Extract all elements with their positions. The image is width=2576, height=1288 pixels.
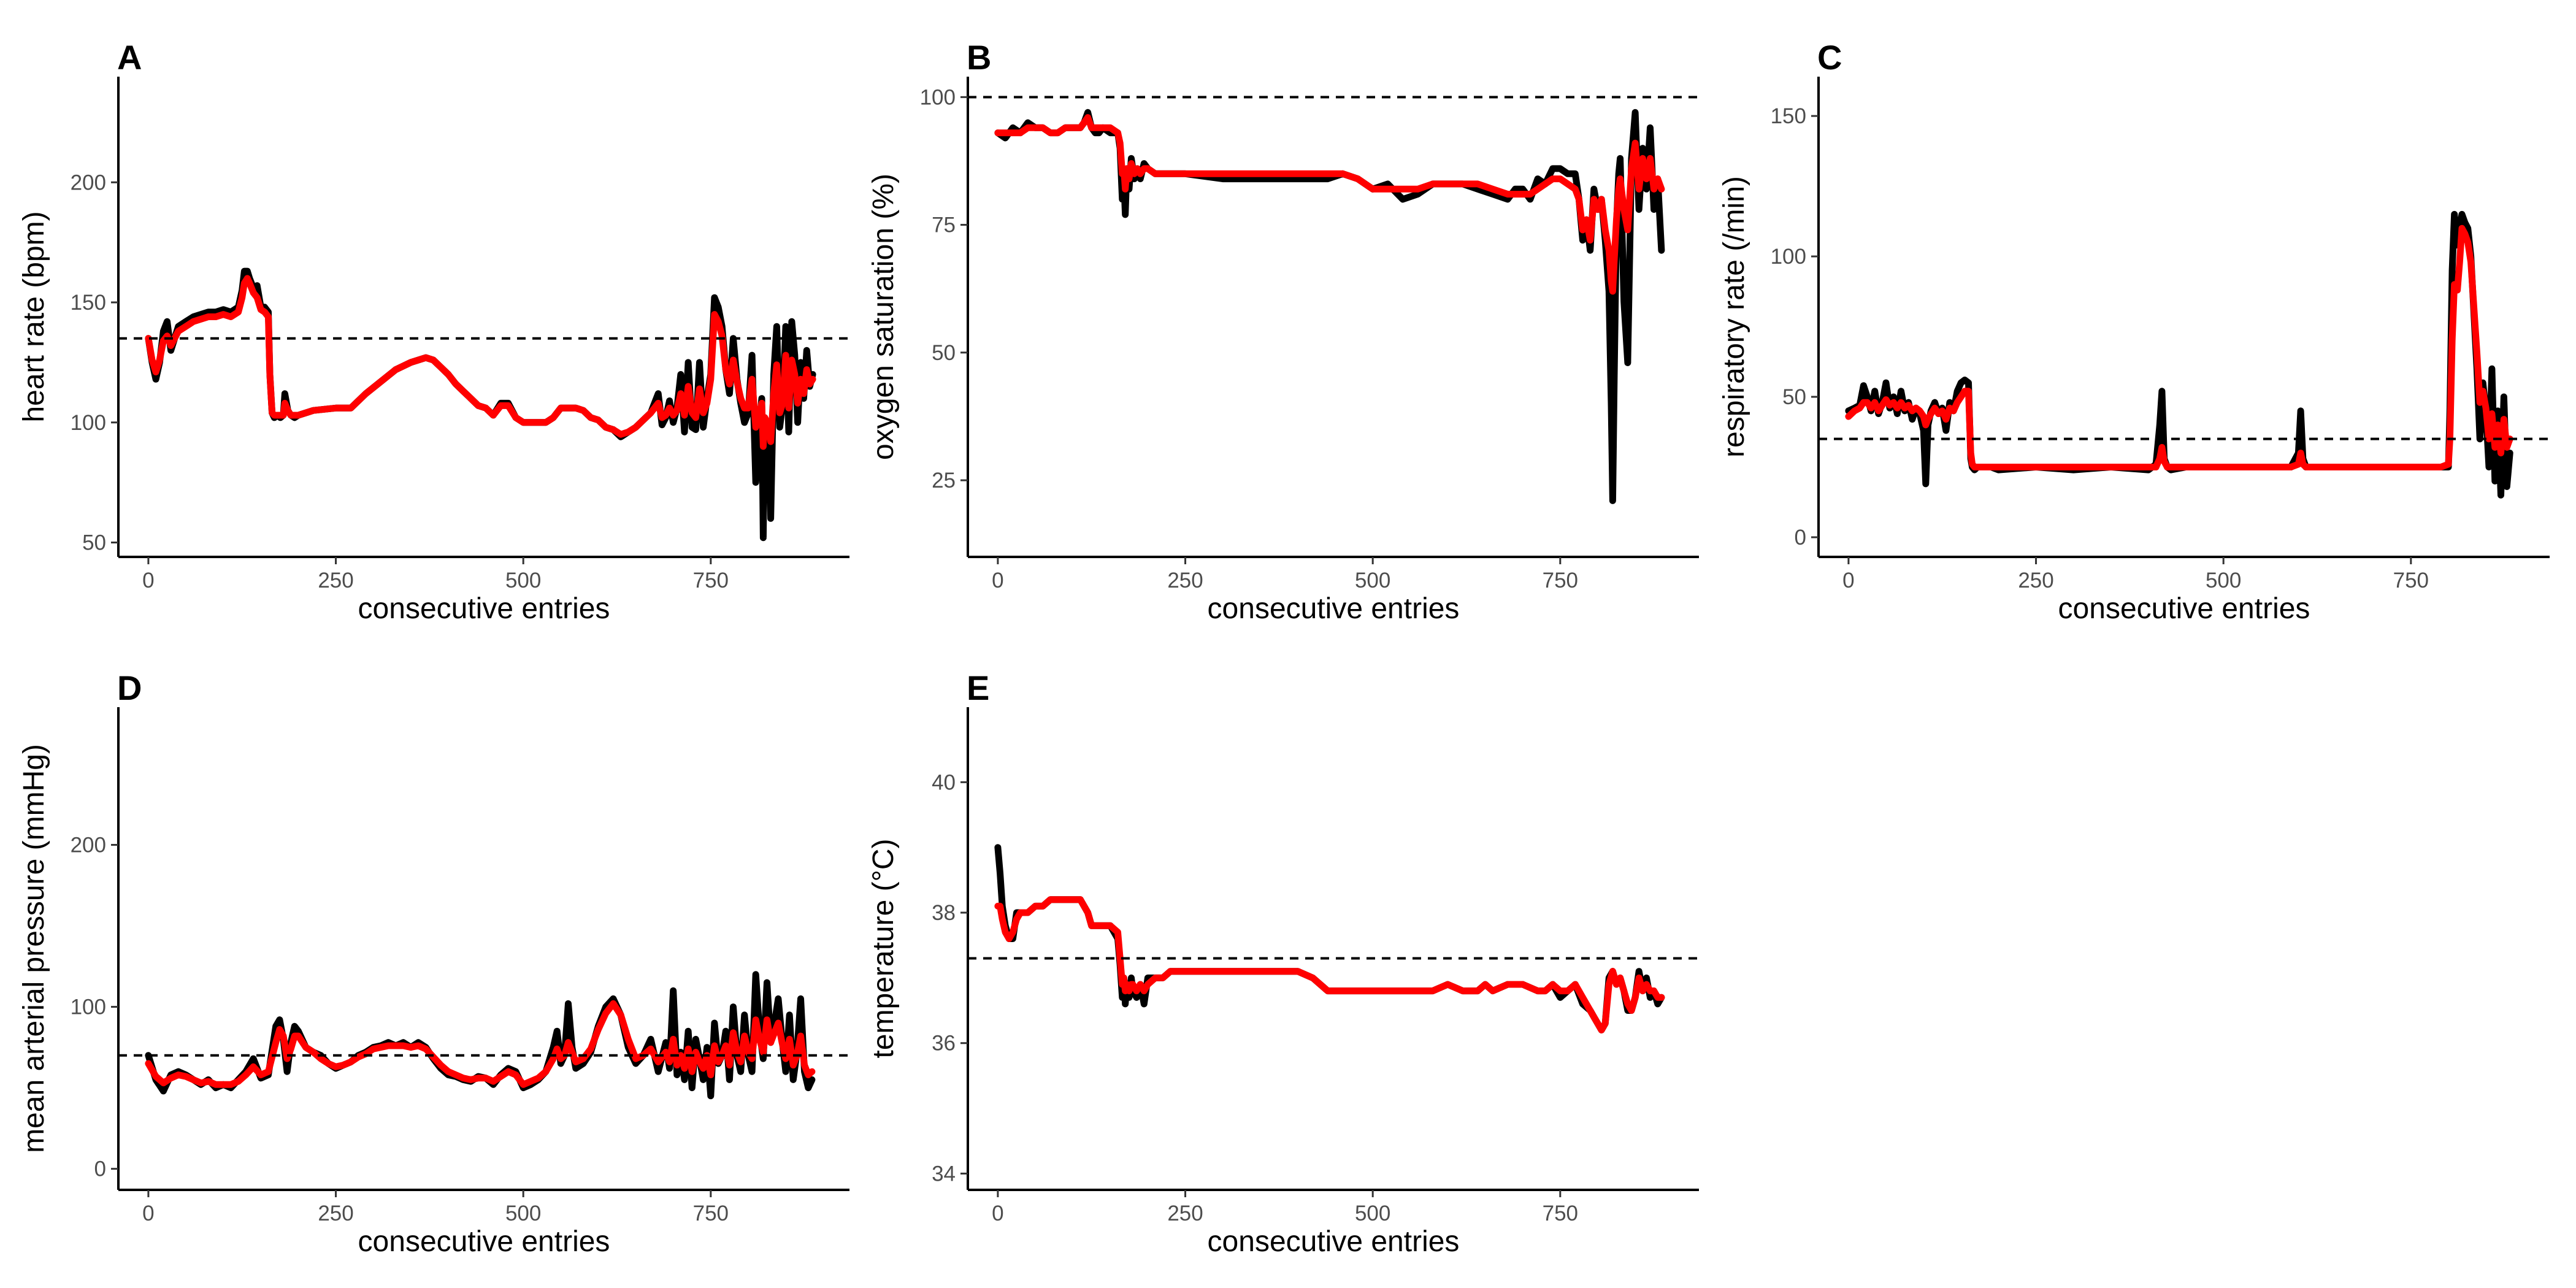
- y-axis-title: mean arterial pressure (mmHg): [18, 744, 50, 1153]
- x-tick-label: 500: [2206, 569, 2241, 592]
- smoothed-series-line: [145, 275, 816, 450]
- x-axis-title: consecutive entries: [1208, 1225, 1460, 1258]
- x-tick-label: 750: [693, 1202, 729, 1225]
- y-tick-label: 34: [932, 1162, 956, 1186]
- smoothed-series-line: [145, 1000, 816, 1088]
- y-tick-label: 50: [932, 341, 956, 365]
- x-tick-label: 0: [992, 1202, 1003, 1225]
- x-tick-label: 0: [1842, 569, 1854, 592]
- y-tick-label: 200: [71, 171, 106, 194]
- x-tick-label: 750: [693, 569, 729, 592]
- y-tick-label: 40: [932, 770, 956, 794]
- x-axis-title: consecutive entries: [358, 592, 610, 625]
- y-tick-label: 50: [1782, 385, 1806, 409]
- y-tick-label: 100: [1771, 245, 1806, 269]
- x-tick-label: 250: [1167, 1202, 1203, 1225]
- x-tick-label: 750: [2393, 569, 2429, 592]
- x-axis-title: consecutive entries: [2058, 592, 2310, 625]
- y-tick-label: 100: [920, 85, 956, 109]
- x-tick-label: 500: [505, 1202, 541, 1225]
- raw-series-line: [994, 844, 1665, 1033]
- panel-label: A: [117, 38, 142, 77]
- y-tick-label: 150: [71, 291, 106, 315]
- x-tick-label: 0: [992, 569, 1003, 592]
- smoothed-series-line: [1845, 224, 2513, 470]
- x-tick-label: 750: [1543, 1202, 1578, 1225]
- x-tick-label: 500: [505, 569, 541, 592]
- x-axis-title: consecutive entries: [1208, 592, 1460, 625]
- y-tick-label: 100: [71, 995, 106, 1019]
- smoothed-series-line: [994, 896, 1665, 1033]
- y-tick-label: 75: [932, 213, 956, 237]
- panel-c: C 0 250 500 750 0 50 100 150 consecutive entries r…: [1718, 38, 2550, 625]
- y-tick-label: 25: [932, 469, 956, 493]
- x-tick-label: 0: [142, 569, 154, 592]
- panel-e: E 0 250 500 750 34 36 38 40 consecutive entries te…: [867, 669, 1699, 1258]
- x-tick-label: 0: [142, 1202, 154, 1225]
- y-tick-label: 50: [82, 531, 106, 555]
- y-tick-label: 0: [1795, 526, 1806, 550]
- x-tick-label: 750: [1543, 569, 1578, 592]
- y-tick-label: 36: [932, 1032, 956, 1056]
- x-tick-label: 500: [1355, 569, 1390, 592]
- y-axis-title: respiratory rate (/min): [1718, 176, 1750, 458]
- panel-label: C: [1817, 38, 1842, 77]
- panel-label: D: [117, 669, 142, 707]
- y-axis-title: temperature (°C): [867, 839, 900, 1059]
- x-tick-label: 250: [318, 1202, 353, 1225]
- smoothed-series-line: [994, 114, 1665, 295]
- y-axis-title: oxygen saturation (%): [867, 174, 900, 460]
- raw-series-line: [1845, 210, 2513, 499]
- y-tick-label: 200: [71, 833, 106, 857]
- y-tick-label: 100: [71, 411, 106, 435]
- y-axis-title: heart rate (bpm): [18, 211, 50, 422]
- panel-label: E: [967, 669, 989, 707]
- panel-label: B: [967, 38, 991, 77]
- x-axis-title: consecutive entries: [358, 1225, 610, 1258]
- x-tick-label: 500: [1355, 1202, 1390, 1225]
- x-tick-label: 250: [318, 569, 353, 592]
- y-tick-label: 38: [932, 901, 956, 925]
- y-tick-label: 0: [94, 1157, 106, 1181]
- y-tick-label: 150: [1771, 104, 1806, 128]
- x-tick-label: 250: [2018, 569, 2053, 592]
- panel-a: A 0 250 500 750 50 100 150 200 consecutive entrie…: [18, 38, 849, 625]
- panel-b: B 0 250 500 750 25 50 75 100 consecutive entries o…: [867, 38, 1699, 625]
- panel-d: D 0 250 500 750 0 100 200 consecutive entries mea…: [18, 669, 849, 1258]
- x-tick-label: 250: [1167, 569, 1203, 592]
